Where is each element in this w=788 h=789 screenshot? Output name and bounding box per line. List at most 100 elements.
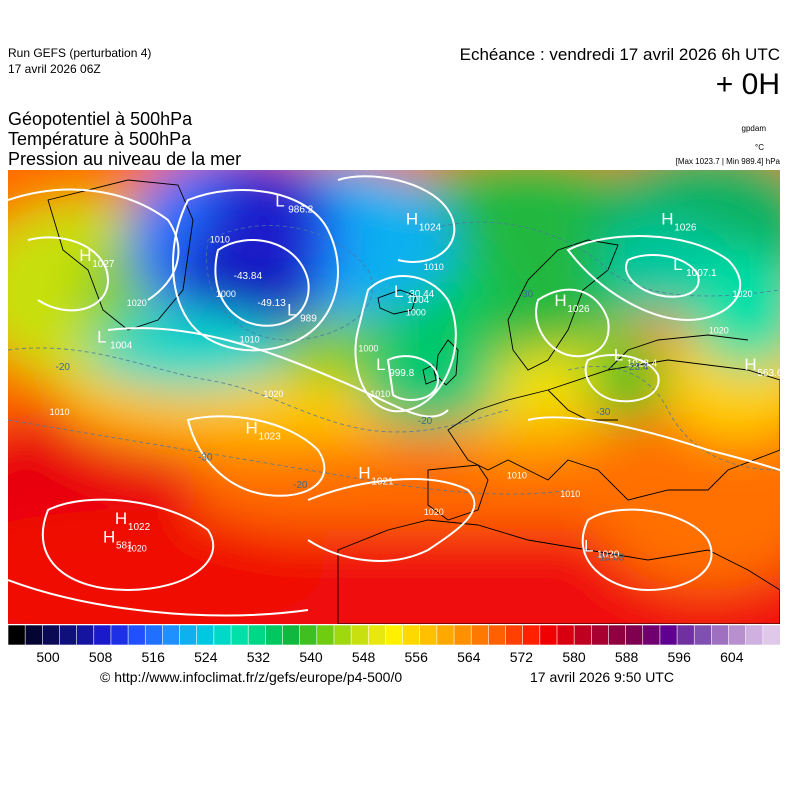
temperature-label: -43.84: [234, 271, 263, 282]
contour-labels: -43.84 -49.13 -30.44 -23.4 -10.08 -20 -20 -20 -3…: [50, 235, 753, 564]
forecast-time: Echéance : vendredi 17 avril 2026 6h UTC: [459, 45, 780, 64]
colorbar-swatch: [299, 625, 318, 645]
pressure-center-value: 989: [300, 313, 317, 324]
colorbar-swatch: [745, 625, 764, 645]
colorbar-swatch: [385, 625, 404, 645]
pressure-center-value: 1004: [407, 295, 430, 306]
colorbar-swatch: [333, 625, 352, 645]
isobar-label: 1010: [50, 407, 70, 417]
pressure-center-h: H: [554, 291, 566, 310]
colorbar-swatch: [676, 625, 696, 645]
colorbar-swatch: [8, 625, 26, 645]
colorbar-tick-label: 556: [404, 649, 428, 665]
pressure-center-h: H: [661, 209, 673, 228]
isobar-label: 1020: [127, 298, 147, 308]
isobar-label: 1020: [127, 543, 147, 553]
title-pressure: Pression au niveau de la mer: [8, 149, 242, 169]
colorbar-swatch: [642, 625, 661, 645]
pressure-center-h: H: [115, 509, 127, 528]
colorbar-tick-label: 500: [36, 649, 60, 665]
pressure-center-value: 1007.1: [686, 268, 717, 279]
colorbar-swatch: [505, 625, 524, 645]
pressure-center-h: H: [246, 418, 258, 437]
colorbar-tick-label: 596: [667, 649, 691, 665]
colorbar-swatch: [196, 625, 215, 645]
temperature-label: -20: [293, 480, 308, 491]
colorbar-swatch: [573, 625, 593, 645]
temperature-label: -10.08: [596, 552, 625, 563]
colorbar-tick-label: 508: [88, 649, 113, 665]
isobar-label: 1010: [240, 335, 260, 345]
colorbar-tick-label: 548: [351, 649, 376, 665]
pressure-center-h: H: [79, 246, 91, 265]
isobar-label: 1010: [210, 235, 230, 245]
colorbar-tick-label: 572: [509, 649, 534, 665]
pressure-center-l: L: [287, 300, 296, 319]
pressure-center-value: 1020: [597, 549, 620, 560]
copyright: © http://www.infoclimat.fr/z/gefs/europe…: [100, 669, 403, 685]
colorbar-tick-label: 580: [562, 649, 586, 665]
title-temperature: Température à 500hPa: [8, 129, 192, 149]
colorbar-swatch: [247, 625, 267, 645]
coastlines: [47, 179, 780, 624]
colorbar-swatch: [127, 625, 147, 645]
pressure-center-value: 1027: [92, 259, 115, 270]
colorbar-swatch: [488, 625, 507, 645]
geopotential-field: [8, 170, 780, 624]
pressure-center-value: 1004: [110, 341, 133, 352]
pressure-center-value: 1023: [259, 431, 282, 442]
temperature-label: -23.4: [626, 362, 649, 373]
pressure-center-l: L: [584, 536, 593, 555]
temperature-label: -30: [198, 453, 213, 464]
colorbar-swatch: [213, 625, 232, 645]
colorbar: [8, 625, 780, 645]
lead-time: + 0H: [715, 68, 780, 101]
colorbar-swatch: [762, 625, 780, 645]
colorbar-swatch: [316, 625, 335, 645]
pressure-center-value: 581: [116, 540, 133, 551]
temperature-label: -20: [56, 362, 71, 373]
colorbar-swatch: [522, 625, 541, 645]
pressure-center-value: 1026: [567, 304, 590, 315]
colorbar-swatch: [453, 625, 472, 645]
colorbar-swatch: [282, 625, 301, 645]
isobar-label: 1010: [424, 262, 444, 272]
unit-geopotential: gpdam: [741, 124, 766, 133]
colorbar-swatch: [162, 625, 181, 645]
colorbar-swatch: [728, 625, 747, 645]
colorbar-tick-label: 540: [299, 649, 323, 665]
colorbar-swatch: [24, 625, 44, 645]
pressure-center-h: H: [406, 209, 418, 228]
run-date: 17 avril 2026 06Z: [8, 62, 101, 76]
pressure-center-value: 999.8: [389, 368, 414, 379]
pressure-center-l: L: [376, 355, 385, 374]
temperature-label: -30: [519, 289, 534, 300]
colorbar-swatch: [402, 625, 421, 645]
isobar-label: 1000: [358, 344, 378, 354]
pressure-center-l: L: [275, 191, 284, 210]
sea-level-isobars: [8, 175, 780, 617]
colorbar-swatch: [179, 625, 198, 645]
colorbar-swatch: [470, 625, 490, 645]
colorbar-swatch: [93, 625, 112, 645]
colorbar-tick-label: 588: [614, 649, 639, 665]
colorbar-swatch: [419, 625, 438, 645]
pressure-center-l: L: [97, 328, 106, 347]
unit-temperature: °C: [755, 143, 764, 152]
pressure-center-h: H: [744, 355, 756, 374]
run-title: Run GEFS (perturbation 4): [8, 46, 152, 60]
colorbar-tick-label: 524: [194, 649, 218, 665]
pressure-center-h: H: [103, 527, 115, 546]
pressure-max-min: [Max 1023.7 | Min 989.4] hPa: [675, 157, 780, 166]
temperature-label: -20: [418, 416, 433, 427]
title-geopotential: Géopotentiel à 500hPa: [8, 109, 193, 129]
colorbar-swatch: [625, 625, 644, 645]
pressure-center-value: 1022: [128, 522, 151, 533]
colorbar-swatch: [590, 625, 610, 645]
colorbar-swatch: [76, 625, 95, 645]
colorbar-swatch: [42, 625, 61, 645]
temperature-label: -30: [596, 407, 611, 418]
pressure-center-value: 1021: [371, 477, 394, 488]
